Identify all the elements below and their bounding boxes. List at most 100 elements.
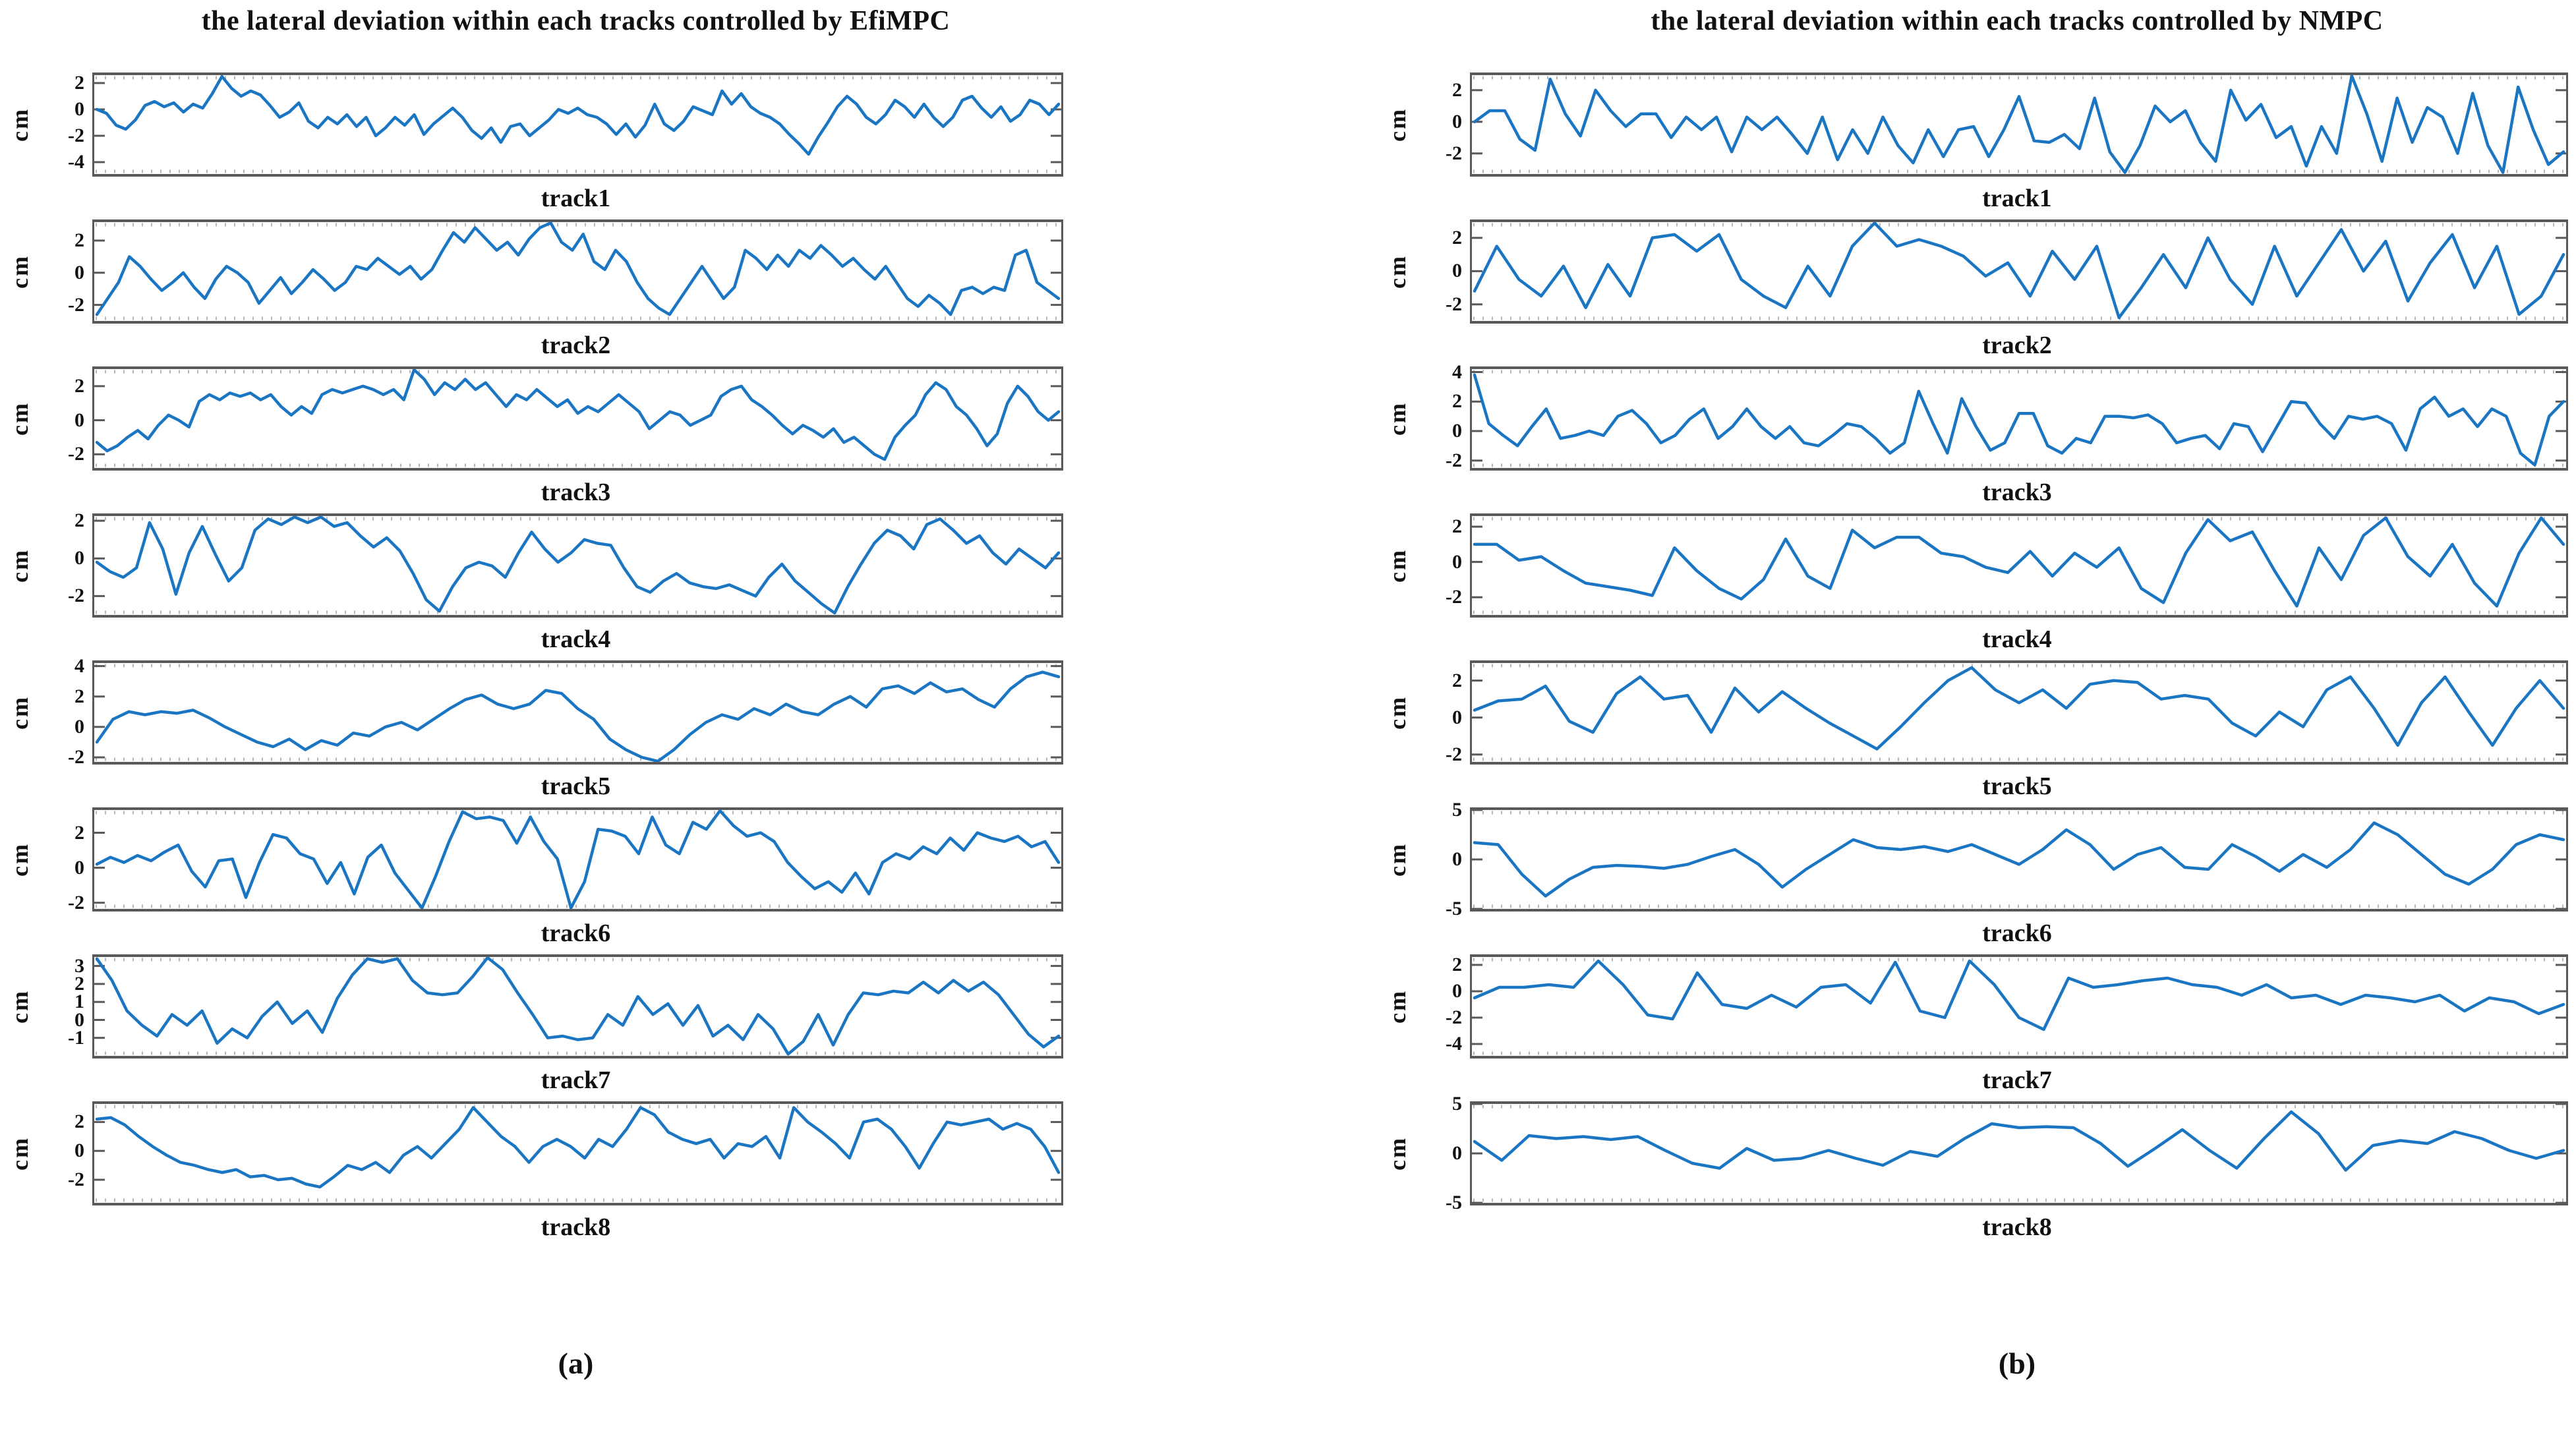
y-tick-label: 0 (74, 261, 84, 283)
plot-row: cm 2 0 -2 -4 (1378, 954, 2568, 1058)
y-tick-label: -2 (1446, 142, 1462, 164)
y-tick-label: 0 (74, 1008, 84, 1031)
plot-area (92, 513, 1063, 618)
y-tick-label: 2 (74, 72, 84, 94)
y-tick-label: -2 (1446, 743, 1462, 765)
y-axis-unit: cm (0, 366, 40, 471)
track-subplot: cm 5 0 -5 track6 (1378, 800, 2568, 954)
y-axis-tick-labels: 4 2 0 -2 (40, 656, 92, 767)
y-tick-label: 2 (74, 374, 84, 397)
y-axis-tick-labels: 5 0 -5 (1417, 1094, 1470, 1213)
y-axis-unit-label: cm (7, 1136, 33, 1171)
y-tick-label: -2 (1446, 293, 1462, 315)
y-axis-unit-label: cm (7, 107, 33, 142)
y-axis-unit-label: cm (1384, 989, 1411, 1024)
track-line-chart (1472, 664, 2566, 761)
track-subplot: cm 4 2 0 -2 track5 (0, 656, 1063, 807)
y-axis-tick-labels: 5 0 -5 (1417, 800, 1470, 919)
plot-row: cm 2 0 -2 (1378, 219, 2568, 324)
y-tick-label: 2 (1452, 515, 1462, 538)
track-line-chart (1472, 75, 2566, 174)
track-title: track6 (541, 919, 611, 947)
y-axis-unit-label: cm (1384, 695, 1411, 730)
y-tick-label: 0 (1452, 420, 1462, 442)
y-tick-label: 0 (1452, 550, 1462, 573)
y-axis-unit: cm (0, 954, 40, 1058)
y-tick-label: 5 (1452, 799, 1462, 821)
plot-row: cm 2 0 -2 (1378, 513, 2568, 618)
y-axis-tick-labels: 2 0 -2 (40, 219, 92, 324)
y-tick-label: -2 (68, 585, 84, 607)
track-line-chart (94, 664, 1061, 762)
y-axis-unit: cm (1378, 1101, 1417, 1205)
track-line-chart (94, 369, 1061, 467)
track-title: track6 (1982, 919, 2052, 947)
track-line-chart (1472, 958, 2566, 1055)
y-axis-unit-label: cm (1384, 254, 1411, 289)
figure-panel-b: the lateral deviation within each tracks… (1378, 5, 2568, 1381)
y-tick-label: -2 (68, 443, 84, 465)
track-subplot: cm 5 0 -5 track8 (1378, 1094, 2568, 1248)
y-axis-unit: cm (0, 513, 40, 618)
track-line-chart (1472, 810, 2566, 909)
plot-area (92, 366, 1063, 471)
y-tick-label: 3 (74, 954, 84, 977)
y-tick-label: 0 (74, 409, 84, 431)
panel-title: the lateral deviation within each tracks… (1651, 6, 2384, 36)
track-line-chart (94, 1105, 1061, 1202)
track-title: track5 (541, 772, 611, 800)
y-axis-tick-labels: 2 0 -2 (40, 366, 92, 471)
track-subplot: cm 2 0 -2 track5 (1378, 660, 2568, 807)
plot-area (1470, 1101, 2568, 1205)
track-line-chart (1472, 222, 2566, 320)
y-axis-unit-label: cm (1384, 842, 1411, 877)
plot-area (92, 1101, 1063, 1205)
y-tick-label: 2 (74, 685, 84, 707)
y-tick-label: 2 (74, 1111, 84, 1133)
y-axis-tick-labels: 2 0 -2 (1417, 72, 1470, 177)
plot-row: cm 4 2 0 -2 (1378, 362, 2568, 471)
y-axis-unit: cm (1378, 660, 1417, 765)
plot-area (92, 72, 1063, 177)
y-axis-unit: cm (0, 807, 40, 912)
track-title: track1 (1982, 184, 2052, 212)
y-axis-unit-label: cm (1384, 548, 1411, 583)
y-axis-unit: cm (1378, 366, 1417, 471)
plot-row: cm 3 2 1 0 -1 (0, 954, 1063, 1058)
plot-row: cm 4 2 0 -2 (0, 656, 1063, 767)
y-axis-unit-label: cm (7, 842, 33, 877)
track-title: track3 (1982, 478, 2052, 506)
y-tick-label: -2 (68, 891, 84, 913)
track-title: track2 (541, 331, 611, 359)
y-axis-unit-label: cm (7, 989, 33, 1024)
track-title: track5 (1982, 772, 2052, 800)
plot-area (1470, 660, 2568, 765)
y-axis-unit-label: cm (1384, 107, 1411, 142)
plot-row: cm 2 0 -2 (1378, 72, 2568, 177)
y-tick-label: 4 (1452, 361, 1462, 383)
y-tick-label: -5 (1446, 898, 1462, 919)
plot-row: cm 5 0 -5 (1378, 800, 2568, 919)
plot-area (1470, 72, 2568, 177)
track-subplot: cm 2 0 -2 track1 (1378, 72, 2568, 219)
plot-row: cm 2 0 -2 -4 (0, 72, 1063, 177)
plot-area (92, 807, 1063, 912)
panel-caption: (b) (1998, 1347, 2036, 1380)
plot-row: cm 2 0 -2 (0, 219, 1063, 324)
plot-row: cm 2 0 -2 (1378, 660, 2568, 765)
track-line-chart (94, 75, 1061, 173)
track-subplot: cm 2 0 -2 track6 (0, 807, 1063, 954)
panel-caption: (a) (558, 1347, 594, 1380)
y-tick-label: 2 (1452, 226, 1462, 248)
y-tick-label: -5 (1446, 1192, 1462, 1213)
y-tick-label: 0 (74, 1140, 84, 1162)
plot-row: cm 5 0 -5 (1378, 1094, 2568, 1213)
track-subplot: cm 2 0 -2 -4 track7 (1378, 954, 2568, 1101)
track-line-chart (1472, 370, 2566, 467)
y-tick-label: -2 (1446, 1006, 1462, 1028)
y-tick-label: 1 (74, 991, 84, 1013)
y-axis-tick-labels: 2 0 -2 -4 (40, 72, 92, 177)
y-axis-unit: cm (1378, 513, 1417, 618)
track-line-chart (94, 810, 1061, 909)
track-subplot: cm 2 0 -2 track2 (1378, 219, 2568, 366)
